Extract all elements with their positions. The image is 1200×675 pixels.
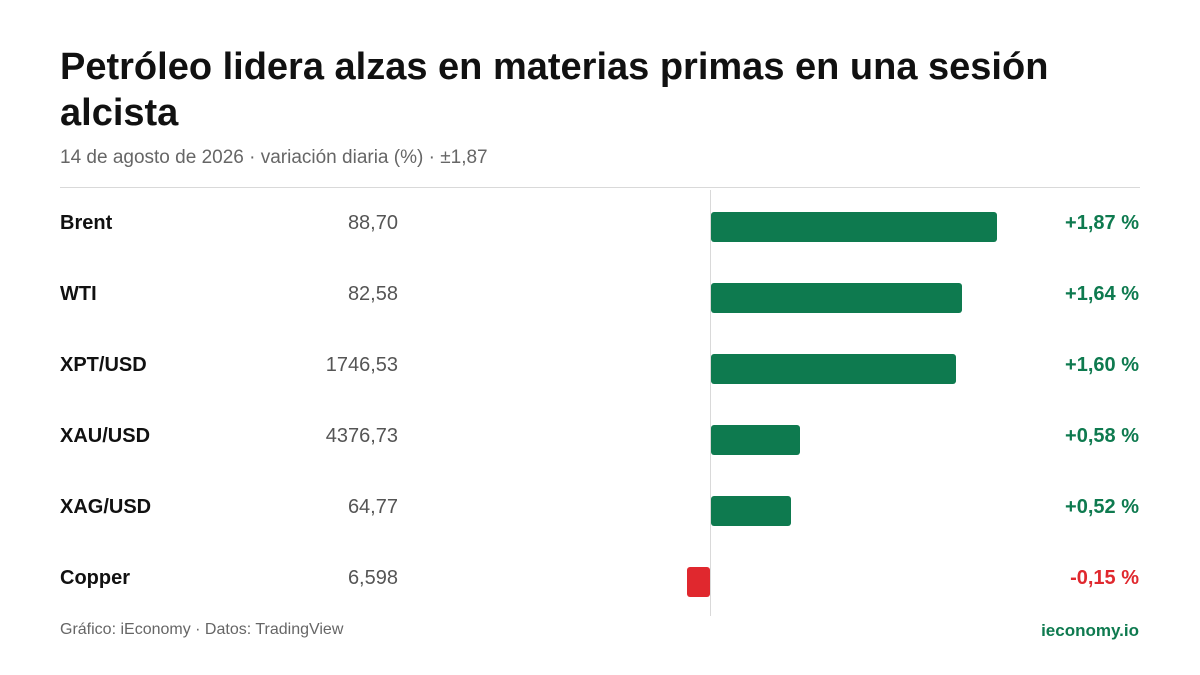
chart-row: XAG/USD 64,77 +0,52 % [0,474,1200,545]
row-change-label: +0,52 % [1065,496,1139,518]
row-label: Brent [60,212,113,234]
row-price: 64,77 [347,496,398,518]
bar [687,567,710,597]
row-change-label: +1,64 % [1065,283,1139,305]
chart-row: XPT/USD 1746,53 +1,60 % [0,332,1200,403]
bar [711,425,800,455]
row-label: WTI [60,283,97,305]
row-price: 4376,73 [325,425,398,447]
footer-source: Gráfico: iEconomy · Datos: TradingView [60,621,344,638]
footer-brand-link[interactable]: ieconomy.io [1041,621,1139,640]
bar [711,354,956,384]
bar [711,283,962,313]
row-price: 6,598 [347,567,398,589]
chart-row: Copper 6,598 -0,15 % [0,545,1200,616]
bar [711,496,791,526]
row-label: Copper [60,567,130,589]
row-label: XPT/USD [60,354,147,376]
bar [711,212,997,242]
row-price: 88,70 [347,212,398,234]
row-change-label: +1,87 % [1065,212,1139,234]
chart-row: XAU/USD 4376,73 +0,58 % [0,403,1200,474]
row-price: 82,58 [347,283,398,305]
header-divider [60,187,1140,188]
zero-axis-line [710,190,711,616]
row-change-label: +1,60 % [1065,354,1139,376]
chart-title: Petróleo lidera alzas en materias primas… [60,46,1049,134]
row-label: XAG/USD [60,496,152,518]
row-price: 1746,53 [325,354,398,376]
row-change-label: -0,15 % [1070,567,1139,589]
chart-subtitle: 14 de agosto de 2026 · variación diaria … [60,147,488,168]
row-label: XAU/USD [60,425,151,447]
row-change-label: +0,58 % [1065,425,1139,447]
chart-row: Brent 88,70 +1,87 % [0,190,1200,261]
chart-row: WTI 82,58 +1,64 % [0,261,1200,332]
